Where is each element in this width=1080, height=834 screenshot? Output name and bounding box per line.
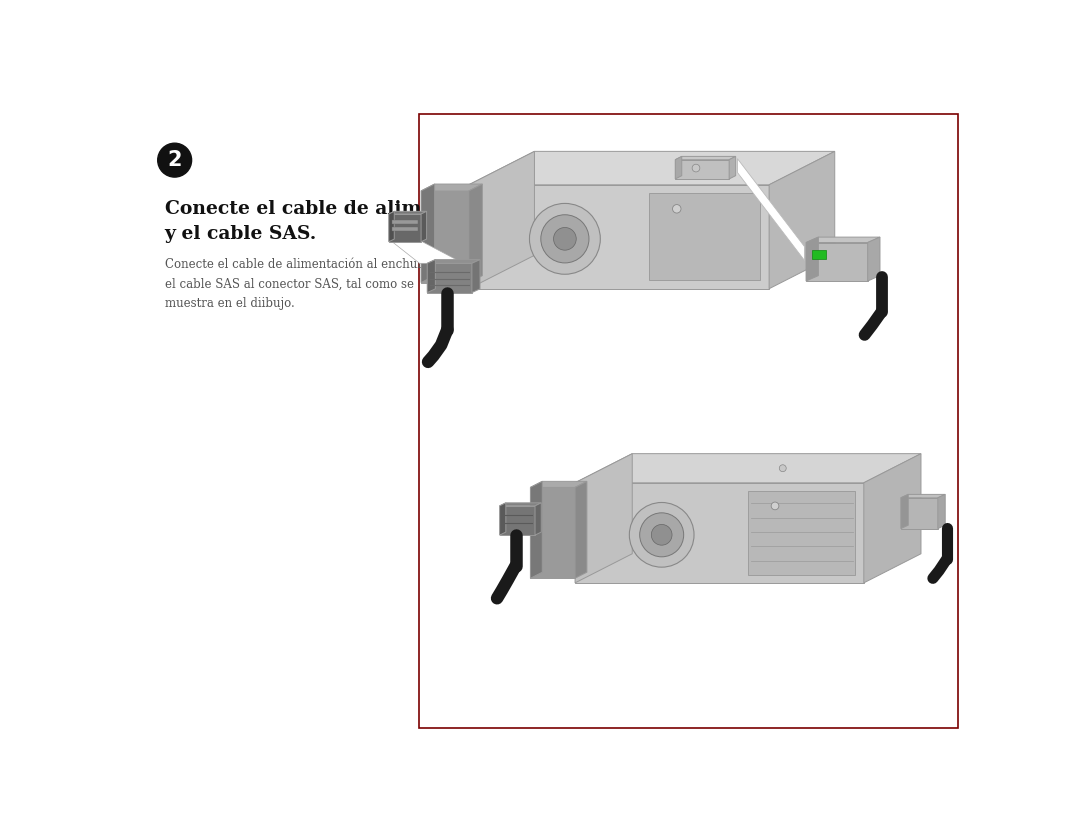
Polygon shape <box>675 160 729 179</box>
Polygon shape <box>806 237 819 281</box>
Polygon shape <box>428 259 480 264</box>
Bar <box>392 220 418 224</box>
Circle shape <box>771 502 779 510</box>
Polygon shape <box>937 495 945 529</box>
Polygon shape <box>901 495 945 498</box>
Polygon shape <box>500 503 505 535</box>
Polygon shape <box>729 157 735 179</box>
Text: Conecte el cable de alimentación: Conecte el cable de alimentación <box>164 200 512 219</box>
Polygon shape <box>530 487 575 578</box>
Bar <box>392 227 418 231</box>
Circle shape <box>639 513 684 557</box>
Polygon shape <box>530 481 542 578</box>
Circle shape <box>651 525 672 545</box>
Polygon shape <box>901 498 937 529</box>
Bar <box>812 250 826 259</box>
Polygon shape <box>421 184 434 283</box>
Polygon shape <box>421 211 427 242</box>
Polygon shape <box>428 259 435 293</box>
Polygon shape <box>469 151 535 289</box>
Text: 2: 2 <box>167 150 181 170</box>
Circle shape <box>692 164 700 172</box>
Polygon shape <box>575 454 632 583</box>
Polygon shape <box>469 184 483 283</box>
Circle shape <box>673 204 681 213</box>
Circle shape <box>554 228 577 250</box>
Polygon shape <box>389 211 427 214</box>
Circle shape <box>630 502 694 567</box>
Polygon shape <box>389 214 421 242</box>
Polygon shape <box>864 454 921 583</box>
Circle shape <box>529 203 600 274</box>
Polygon shape <box>428 264 472 293</box>
Polygon shape <box>675 157 681 179</box>
Polygon shape <box>421 191 469 283</box>
Polygon shape <box>530 481 586 487</box>
Circle shape <box>158 143 191 177</box>
Polygon shape <box>575 483 864 583</box>
Text: Conecte el cable de alimentación al enchufe y
el cable SAS al conector SAS, tal : Conecte el cable de alimentación al ench… <box>164 258 438 310</box>
Polygon shape <box>675 157 735 160</box>
Polygon shape <box>535 503 541 535</box>
Polygon shape <box>806 243 867 281</box>
Polygon shape <box>389 211 394 242</box>
Polygon shape <box>575 454 921 483</box>
Polygon shape <box>469 185 769 289</box>
Polygon shape <box>472 259 480 293</box>
Polygon shape <box>469 151 835 185</box>
Polygon shape <box>575 481 586 578</box>
Polygon shape <box>769 151 835 289</box>
Polygon shape <box>500 506 535 535</box>
Polygon shape <box>806 237 880 243</box>
Polygon shape <box>421 184 483 191</box>
Circle shape <box>541 214 589 263</box>
Polygon shape <box>738 158 805 260</box>
Bar <box>419 114 958 728</box>
Bar <box>649 193 760 280</box>
Polygon shape <box>390 240 463 264</box>
Bar <box>748 490 855 575</box>
Polygon shape <box>500 503 541 506</box>
Polygon shape <box>901 495 908 529</box>
Circle shape <box>780 465 786 472</box>
Polygon shape <box>867 237 880 281</box>
Text: y el cable SAS.: y el cable SAS. <box>164 225 316 243</box>
